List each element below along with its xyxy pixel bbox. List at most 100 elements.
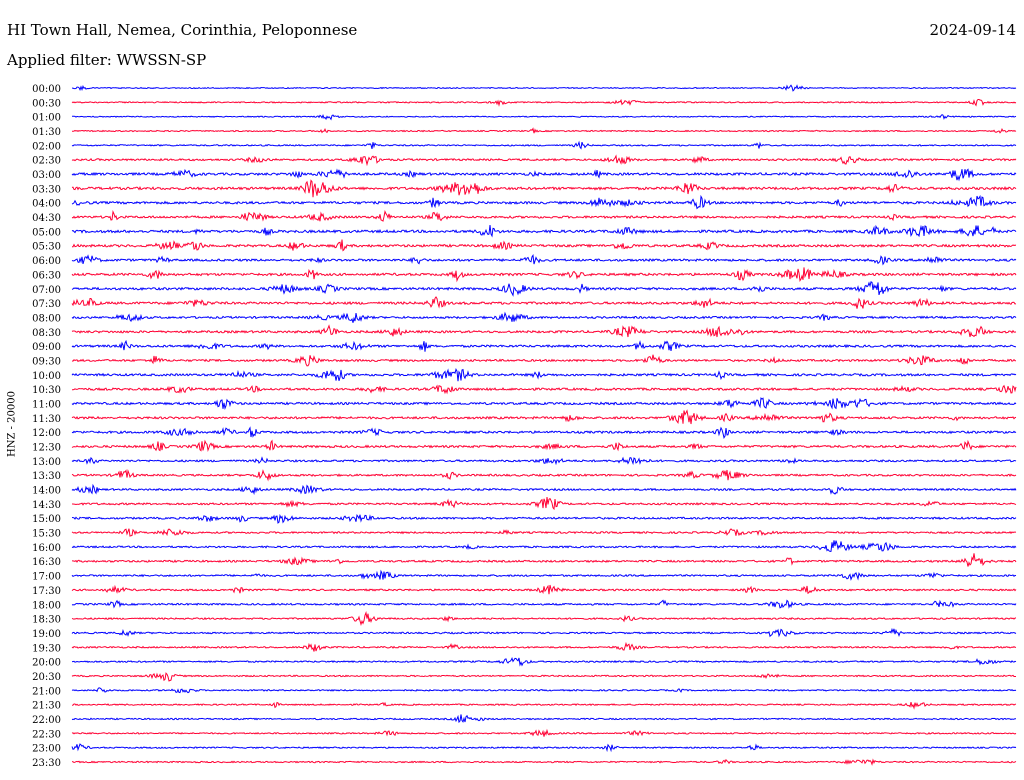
time-label: 21:00 (32, 686, 61, 697)
time-label: 17:30 (32, 586, 61, 597)
trace-line (71, 641, 1017, 652)
time-label: 14:00 (32, 486, 61, 497)
time-label: 01:00 (32, 113, 61, 124)
trace-line (71, 483, 1017, 496)
trace-line (72, 384, 1017, 395)
time-label: 18:00 (32, 600, 61, 611)
trace-line (71, 210, 1017, 222)
trace-line (71, 98, 1017, 107)
time-label: 15:30 (32, 529, 61, 540)
time-label: 19:30 (32, 643, 61, 654)
time-label: 20:30 (32, 672, 61, 683)
trace-line (71, 127, 1017, 134)
trace-line (71, 168, 1017, 182)
station-title: HI Town Hall, Nemea, Corinthia, Peloponn… (7, 21, 358, 39)
trace-line (71, 281, 1017, 297)
trace-line (71, 468, 1017, 482)
trace-line (71, 528, 1017, 537)
time-label: 06:00 (32, 256, 61, 267)
time-label: 03:00 (32, 170, 61, 181)
time-label: 13:00 (32, 457, 61, 468)
time-label: 07:30 (32, 299, 61, 310)
time-label: 04:00 (32, 199, 61, 210)
time-label: 11:30 (32, 414, 61, 425)
trace-line (71, 140, 1017, 150)
time-label: 06:30 (32, 270, 61, 281)
time-label: 16:00 (32, 543, 61, 554)
trace-line (71, 224, 1017, 238)
time-label: 02:00 (32, 141, 61, 152)
time-label: 09:00 (32, 342, 61, 353)
trace-line (71, 267, 1017, 283)
trace-line (71, 513, 1017, 524)
trace-line (71, 672, 1016, 682)
time-label: 21:30 (32, 701, 61, 712)
time-label: 09:30 (32, 356, 61, 367)
time-label: 10:00 (32, 371, 61, 382)
time-label: 01:30 (32, 127, 61, 138)
trace-line (71, 728, 1017, 737)
trace-line (71, 114, 1017, 121)
trace-line (71, 584, 1017, 595)
trace-line (71, 627, 1017, 638)
time-label: 18:30 (32, 615, 61, 626)
time-label: 17:00 (32, 572, 61, 583)
time-label: 03:30 (32, 184, 61, 195)
time-label: 12:00 (32, 428, 61, 439)
trace-line (71, 367, 1017, 382)
trace-line (71, 569, 1017, 581)
trace-line (71, 254, 1017, 266)
trace-line (71, 456, 1017, 466)
time-label: 11:00 (32, 399, 61, 410)
trace-line (71, 239, 1017, 252)
time-label: 13:30 (32, 471, 61, 482)
time-label: 00:30 (32, 98, 61, 109)
time-label: 16:30 (32, 557, 61, 568)
time-label: 05:30 (32, 242, 61, 253)
record-date: 2024-09-14 (929, 21, 1016, 39)
trace-line (71, 599, 1017, 609)
time-label: 22:30 (32, 729, 61, 740)
time-label: 05:00 (32, 227, 61, 238)
trace-line (71, 426, 1017, 439)
trace-line (71, 610, 1017, 626)
time-label: 15:00 (32, 514, 61, 525)
trace-line (72, 553, 1017, 567)
trace-line (72, 497, 1017, 511)
time-label: 07:00 (32, 285, 61, 296)
trace-line (71, 311, 1017, 323)
time-label: 08:30 (32, 328, 61, 339)
trace-line (71, 687, 1017, 694)
trace-line (71, 701, 1017, 710)
trace-line (71, 439, 1017, 452)
trace-line (71, 354, 1016, 367)
trace-line (71, 339, 1016, 352)
trace-line (71, 397, 1017, 410)
time-label: 19:00 (32, 629, 61, 640)
trace-line (71, 324, 1017, 338)
time-label: 12:30 (32, 443, 61, 454)
trace-line (71, 409, 1017, 425)
time-label: 00:00 (32, 84, 61, 95)
trace-line (71, 179, 1017, 198)
trace-line (71, 540, 1017, 552)
time-label: 04:30 (32, 213, 61, 224)
trace-line (72, 84, 1017, 92)
time-label: 23:30 (32, 758, 61, 769)
trace-line (71, 194, 1017, 210)
trace-line (71, 758, 1017, 766)
trace-line (71, 743, 1017, 753)
time-label: 08:00 (32, 313, 61, 324)
time-label: 14:30 (32, 500, 61, 511)
trace-line (71, 296, 1017, 309)
time-label: 20:00 (32, 658, 61, 669)
trace-line (71, 714, 1017, 724)
applied-filter: Applied filter: WWSSN-SP (7, 51, 207, 69)
time-label: 02:30 (32, 156, 61, 167)
trace-line (72, 656, 1017, 667)
time-label: 10:30 (32, 385, 61, 396)
time-label: 22:00 (32, 715, 61, 726)
time-label: 23:00 (32, 744, 61, 755)
trace-line (71, 154, 1017, 167)
